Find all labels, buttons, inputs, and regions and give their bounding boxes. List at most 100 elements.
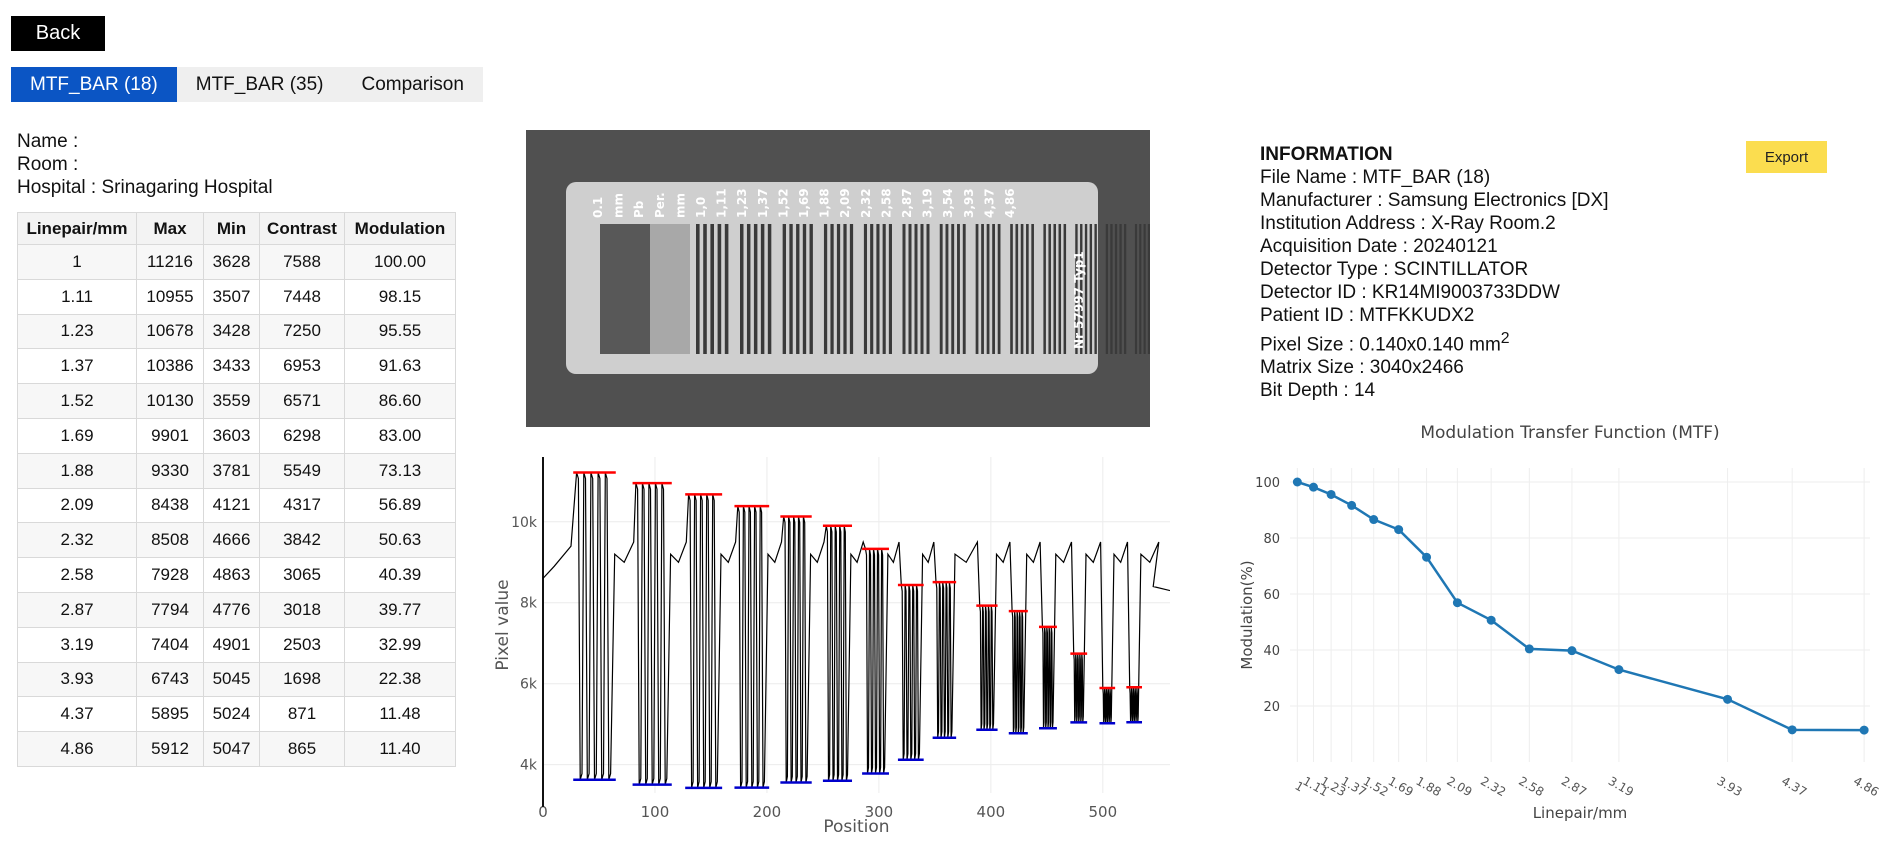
table-cell: 10678: [136, 313, 204, 350]
table-cell: 11.40: [344, 731, 456, 767]
phantom-bar: [1110, 224, 1113, 354]
y-tick-label: 8k: [520, 596, 538, 612]
table-cell: 4901: [203, 626, 260, 663]
x-tick-label: 4.37: [1779, 774, 1809, 799]
phantom-label: Pb: [632, 200, 646, 218]
phantom-label: Per.: [653, 192, 667, 218]
bit-depth: Bit Depth : 14: [1260, 380, 1376, 402]
phantom-bar: [1031, 224, 1034, 354]
mtf-point: [1567, 646, 1577, 656]
phantom-bar: [796, 224, 800, 354]
y-axis-title: Modulation(%): [1238, 560, 1256, 669]
phantom-bar: [945, 224, 949, 354]
phantom-bar: [1053, 224, 1056, 354]
phantom-bar: [746, 224, 751, 354]
table-cell: 40.39: [344, 557, 456, 593]
phantom-bar: [1139, 224, 1142, 354]
phantom-bar: [830, 224, 834, 354]
y-axis-title: Pixel value: [493, 579, 513, 670]
phantom-bars: [696, 224, 1150, 354]
room-line: Room :: [17, 154, 79, 175]
table-cell: 8438: [136, 487, 204, 524]
phantom-bar: [849, 224, 854, 354]
mtf-point: [1486, 615, 1496, 625]
phantom-bar: [717, 224, 722, 354]
phantom-bar: [802, 224, 807, 354]
header-modulation: Modulation: [344, 212, 456, 245]
acquisition-date: Acquisition Date : 20240121: [1260, 236, 1498, 257]
mtf-point: [1347, 500, 1357, 510]
phantom-bar: [1048, 224, 1051, 354]
phantom-bar: [1043, 224, 1046, 354]
table-cell: 865: [259, 731, 345, 767]
table-cell: 3507: [203, 278, 260, 315]
x-tick-label: 2.09: [1444, 774, 1474, 799]
export-button[interactable]: Export: [1746, 141, 1827, 173]
table-row: 1.69 9901 3603 6298 83.00: [17, 417, 456, 454]
tab-comparison[interactable]: Comparison: [342, 67, 483, 102]
table-cell: 2.32: [17, 522, 137, 559]
table-row: 2.32 8508 4666 3842 50.63: [17, 522, 456, 559]
table-cell: 2.58: [17, 557, 137, 593]
table-cell: 32.99: [344, 626, 456, 663]
table-cell: 7928: [136, 557, 204, 593]
phantom-bar: [951, 224, 955, 354]
header-linepair: Linepair/mm: [17, 212, 137, 245]
tab-bar: MTF_BAR (18) MTF_BAR (35) Comparison: [11, 67, 483, 102]
x-tick-label: 4.86: [1851, 774, 1880, 799]
phantom-bar: [823, 224, 828, 354]
phantom-label: 2,09: [838, 188, 852, 218]
table-cell: 1.11: [17, 278, 137, 315]
phantom-bar: [1147, 224, 1150, 354]
x-tick-label: 0: [538, 803, 548, 821]
phantom-bar: [1063, 224, 1067, 354]
table-row: 3.19 7404 4901 2503 32.99: [17, 626, 456, 663]
phantom-bar: [986, 224, 990, 354]
table-cell: 4863: [203, 557, 260, 593]
phantom-bar: [908, 224, 912, 354]
phantom-label: mm: [612, 193, 626, 218]
x-tick-label: 3.93: [1715, 774, 1745, 799]
phantom-bar: [782, 224, 787, 354]
table-row: 3.93 6743 5045 1698 22.38: [17, 661, 456, 698]
x-tick-label: 1.69: [1386, 774, 1416, 799]
back-button[interactable]: Back: [11, 16, 105, 51]
table-cell: 8508: [136, 522, 204, 559]
table-cell: 4776: [203, 591, 260, 628]
table-cell: 50.63: [344, 522, 456, 559]
y-tick-label: 20: [1263, 700, 1280, 715]
mtf-point: [1292, 477, 1302, 487]
table-cell: 1.88: [17, 452, 137, 489]
table-cell: 5549: [259, 452, 345, 489]
phantom-label: 2,87: [900, 188, 914, 218]
table-cell: 1: [17, 244, 137, 280]
phantom-label: 1,11: [715, 188, 729, 218]
phantom-bar: [870, 224, 874, 354]
phantom-bar: [1080, 224, 1083, 354]
mtf-point: [1394, 525, 1404, 535]
table-cell: 3433: [203, 348, 260, 385]
phantom-bar: [1010, 224, 1013, 354]
table-cell: 10955: [136, 278, 204, 315]
manufacturer: Manufacturer : Samsung Electronics [DX]: [1260, 190, 1609, 211]
phantom-bar: [836, 224, 841, 354]
x-tick-label: 2.32: [1478, 774, 1508, 799]
y-tick-label: 10k: [511, 515, 538, 531]
phantom-label: 3,54: [941, 188, 955, 218]
x-tick-label: 400: [977, 803, 1006, 821]
table-cell: 22.38: [344, 661, 456, 698]
y-tick-label: 40: [1263, 644, 1280, 659]
table-row: 1 11216 3628 7588 100.00: [17, 244, 456, 280]
table-cell: 3.93: [17, 661, 137, 698]
phantom-bar: [939, 224, 943, 354]
profile-trace: [542, 472, 1170, 788]
table-cell: 100.00: [344, 244, 456, 280]
x-tick-label: 500: [1089, 803, 1118, 821]
tab-mtf-bar-35[interactable]: MTF_BAR (35): [176, 67, 343, 102]
phantom-bar: [1134, 224, 1138, 354]
table-cell: 3559: [203, 383, 260, 419]
phantom-bar: [914, 224, 918, 354]
phantom-bar: [1020, 224, 1024, 354]
phantom-label: 1,69: [797, 188, 811, 218]
tab-mtf-bar-18[interactable]: MTF_BAR (18): [11, 67, 177, 102]
